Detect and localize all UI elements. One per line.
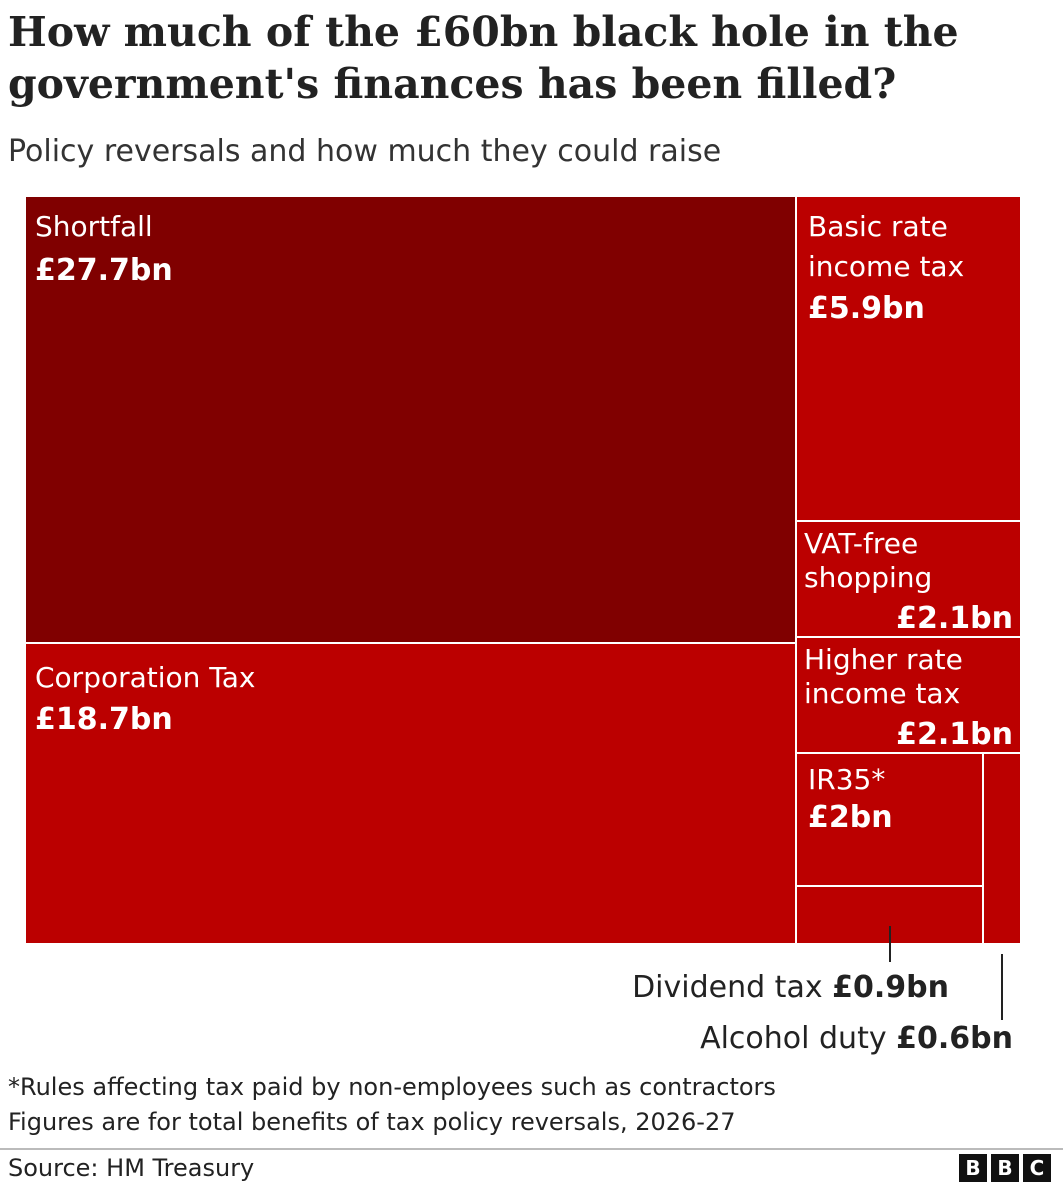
tile-ir35-label: IR35* xyxy=(808,763,885,796)
tile-basic-rate-income-tax-rect xyxy=(795,195,1022,522)
dividend-tax-callout-label: Dividend tax xyxy=(632,970,823,1005)
bbc-logo-letter: B xyxy=(959,1154,987,1182)
bbc-logo-letter: B xyxy=(991,1154,1019,1182)
footnote-figures: Figures are for total benefits of tax po… xyxy=(8,1108,736,1136)
chart-title: How much of the £60bn black hole in the … xyxy=(8,8,959,108)
bbc-logo-letter: C xyxy=(1023,1154,1051,1182)
tile-higher-rate-income-tax-value: £2.1bn xyxy=(896,717,1013,752)
tile-vat-free-shopping: VAT-free shopping £2.1bn xyxy=(795,520,1022,638)
tile-vat-free-shopping-value: £2.1bn xyxy=(896,601,1013,636)
alcohol-duty-callout: Alcohol duty £0.6bn xyxy=(700,1019,1013,1059)
dividend-tax-leader-line xyxy=(889,926,891,962)
footnote-ir35: *Rules affecting tax paid by non-employe… xyxy=(8,1073,776,1101)
tile-shortfall-label: Shortfall xyxy=(35,210,153,243)
tile-basic-rate-income-tax: Basic rate income tax £5.9bn xyxy=(795,195,1022,522)
source-text: Source: HM Treasury xyxy=(8,1154,255,1182)
tile-basic-rate-income-tax-value: £5.9bn xyxy=(808,291,925,326)
tile-higher-rate-income-tax: Higher rate income tax £2.1bn xyxy=(795,636,1022,754)
tile-corporation-tax-label: Corporation Tax xyxy=(35,661,256,694)
dividend-tax-callout-value: £0.9bn xyxy=(832,970,949,1005)
tile-corporation-tax-rect xyxy=(24,642,797,945)
dividend-tax-callout: Dividend tax £0.9bn xyxy=(632,968,949,1008)
alcohol-duty-leader-line xyxy=(1001,954,1003,1020)
bbc-logo: B B C xyxy=(959,1154,1051,1182)
tile-higher-rate-income-tax-rect xyxy=(795,636,1022,754)
tile-higher-rate-income-tax-label: Higher rate income tax xyxy=(804,643,963,710)
alcohol-duty-callout-value: £0.6bn xyxy=(896,1021,1013,1056)
tile-vat-free-shopping-rect xyxy=(795,520,1022,638)
tile-corporation-tax-value: £18.7bn xyxy=(35,702,173,737)
alcohol-duty-callout-label: Alcohol duty xyxy=(700,1021,887,1056)
footer-divider xyxy=(0,1148,1063,1150)
tile-ir35: IR35* £2bn xyxy=(795,752,984,887)
tile-alcohol-duty-rect xyxy=(982,752,1022,945)
tile-alcohol-duty xyxy=(982,752,1022,945)
tile-ir35-value: £2bn xyxy=(808,800,893,835)
tile-corporation-tax: Corporation Tax £18.7bn xyxy=(24,642,797,945)
chart-subtitle: Policy reversals and how much they could… xyxy=(8,134,722,169)
tile-basic-rate-income-tax-label: Basic rate income tax xyxy=(808,210,964,283)
tile-vat-free-shopping-label: VAT-free shopping xyxy=(804,527,932,594)
tile-shortfall: Shortfall £27.7bn xyxy=(24,195,797,644)
treemap-chart: Shortfall £27.7bn Corporation Tax £18.7bn Ba… xyxy=(24,195,1022,945)
tile-shortfall-value: £27.7bn xyxy=(35,253,173,288)
